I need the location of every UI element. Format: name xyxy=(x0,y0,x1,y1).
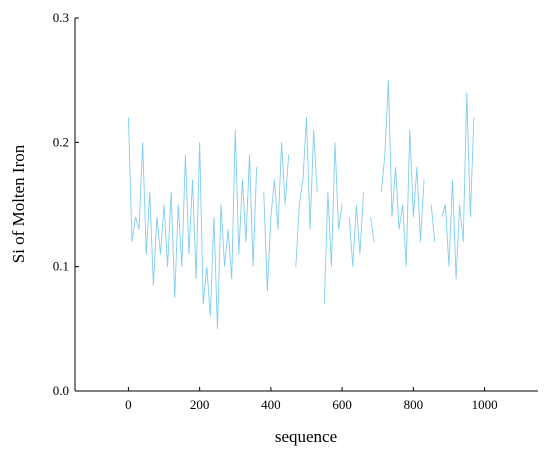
y-tick-label: 0.3 xyxy=(53,10,69,25)
x-tick-label: 600 xyxy=(332,397,352,412)
x-tick-label: 200 xyxy=(190,397,210,412)
x-tick-label: 1000 xyxy=(472,397,498,412)
x-tick-label: 800 xyxy=(404,397,424,412)
y-tick-label: 0.0 xyxy=(53,383,69,398)
data-line xyxy=(127,80,475,329)
y-tick-label: 0.2 xyxy=(53,134,69,149)
x-tick-label: 400 xyxy=(261,397,281,412)
y-axis-label: Si of Molten Iron xyxy=(9,144,28,263)
x-axis-label: sequence xyxy=(275,427,337,446)
y-tick-label: 0.1 xyxy=(53,259,69,274)
x-tick-label: 0 xyxy=(125,397,132,412)
